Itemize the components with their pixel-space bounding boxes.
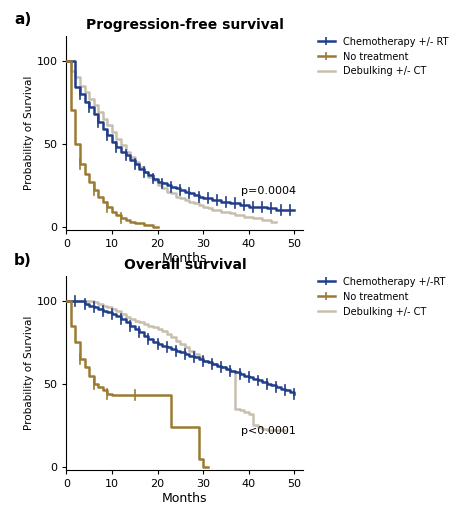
Text: p=0.0004: p=0.0004 xyxy=(241,186,296,196)
Legend: Chemotherapy +/-RT, No treatment, Debulking +/- CT: Chemotherapy +/-RT, No treatment, Debulk… xyxy=(318,277,446,317)
Title: Progression-free survival: Progression-free survival xyxy=(86,18,284,32)
Y-axis label: Probability of Survival: Probability of Survival xyxy=(24,76,34,190)
Title: Overall survival: Overall survival xyxy=(124,258,246,272)
X-axis label: Months: Months xyxy=(162,252,208,265)
Y-axis label: Probability of Survival: Probability of Survival xyxy=(24,316,34,430)
X-axis label: Months: Months xyxy=(162,492,208,505)
Text: b): b) xyxy=(14,252,32,268)
Text: p<0.0001: p<0.0001 xyxy=(241,426,296,436)
Legend: Chemotherapy +/- RT, No treatment, Debulking +/- CT: Chemotherapy +/- RT, No treatment, Debul… xyxy=(318,37,448,77)
Text: a): a) xyxy=(14,12,31,28)
